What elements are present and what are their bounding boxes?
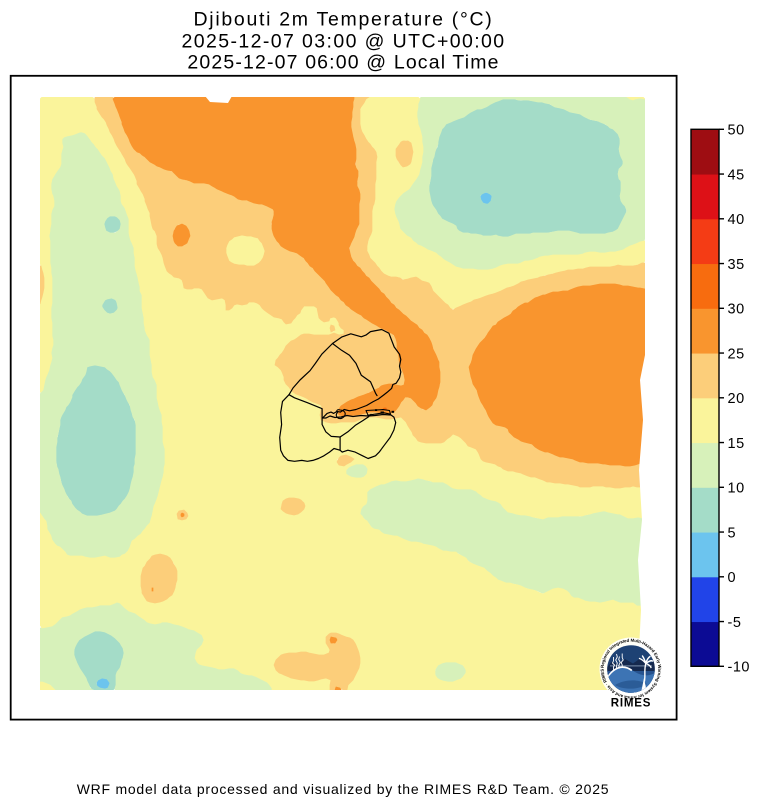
svg-text:10: 10: [728, 481, 745, 497]
svg-text:30: 30: [728, 302, 745, 318]
svg-text:Djibouti 2m Temperature (°C): Djibouti 2m Temperature (°C): [194, 9, 494, 31]
svg-text:-5: -5: [728, 615, 742, 631]
svg-text:25: 25: [728, 346, 745, 362]
svg-text:2025-12-07 06:00 @ Local Time: 2025-12-07 06:00 @ Local Time: [187, 52, 499, 74]
svg-text:2025-12-07 03:00 @ UTC+00:00: 2025-12-07 03:00 @ UTC+00:00: [181, 31, 505, 53]
svg-text:40: 40: [728, 212, 745, 228]
svg-text:5: 5: [728, 525, 737, 541]
svg-text:15: 15: [728, 436, 745, 452]
svg-text:-10: -10: [728, 660, 750, 676]
svg-text:0: 0: [728, 570, 737, 586]
svg-text:50: 50: [728, 123, 745, 139]
svg-text:35: 35: [728, 257, 745, 273]
svg-text:WRF model data processed and v: WRF model data processed and visualized …: [77, 781, 610, 797]
svg-text:RIMES: RIMES: [611, 698, 651, 710]
svg-text:20: 20: [728, 391, 745, 407]
svg-text:45: 45: [728, 167, 745, 183]
